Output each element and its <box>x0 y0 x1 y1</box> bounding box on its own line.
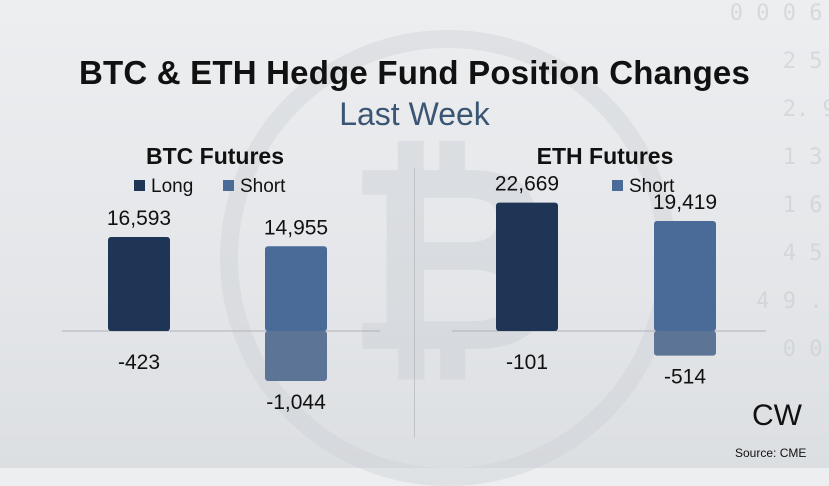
btc-legend-short: Short <box>223 176 285 198</box>
btc-label-short-positive: 14,955 <box>264 216 328 239</box>
source-note: Source: CME <box>735 446 807 460</box>
btc-bar-short-negative <box>265 331 327 381</box>
btc-bar-short-positive <box>265 246 327 331</box>
panel-divider <box>414 168 415 438</box>
eth-label-long-positive: 22,669 <box>495 173 559 196</box>
bar-chart-svg: 16,593 -423 14,955 -1,044 22,669 -101 19,419 -5… <box>62 173 766 414</box>
btc-label-short-negative: -1,044 <box>266 391 326 414</box>
legend-label-short: Short <box>240 176 286 197</box>
legend-swatch-short <box>612 180 623 191</box>
eth-bar-short-positive <box>654 220 716 331</box>
chart-subtitle: Last Week <box>339 96 490 132</box>
btc-bar-long-positive <box>108 237 170 331</box>
btc-panel-title: BTC Futures <box>146 143 284 169</box>
legend-label-short: Short <box>629 176 675 197</box>
eth-label-short-positive: 19,419 <box>653 191 717 214</box>
legend-swatch-long <box>134 180 145 191</box>
eth-label-short-negative: -514 <box>664 366 706 389</box>
btc-label-long-positive: 16,593 <box>107 207 171 230</box>
legend-swatch-short <box>223 180 234 191</box>
background-ticker-decoration: 0 0 0 6 42 5 42. 9%1 3 41 6 44 5 14 9 . … <box>729 1 829 362</box>
eth-panel-title: ETH Futures <box>536 143 674 169</box>
eth-bar-short-negative <box>654 331 716 356</box>
eth-legend-short: Short <box>612 176 674 198</box>
eth-bar-long-positive <box>496 202 558 331</box>
chart-title: BTC & ETH Hedge Fund Position Changes <box>78 54 751 91</box>
cw-logo: CW <box>752 399 802 432</box>
btc-legend-long: Long <box>134 176 193 198</box>
legend-label-long: Long <box>151 176 194 197</box>
btc-label-long-negative: -423 <box>118 351 160 374</box>
eth-label-long-negative: -101 <box>506 351 548 374</box>
